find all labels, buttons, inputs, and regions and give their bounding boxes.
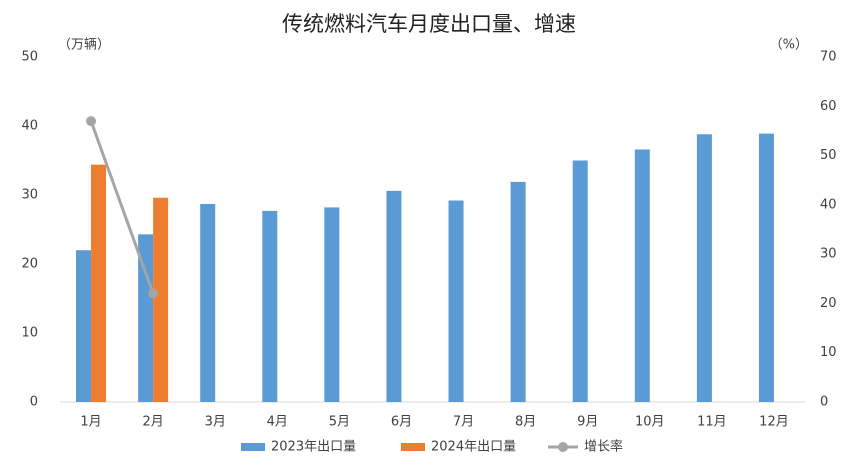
bar (200, 203, 216, 402)
y-axis-label: （万辆） (58, 38, 110, 53)
legend-swatch (558, 442, 568, 452)
chart-title: 传统燃料汽车月度出口量、增速 (282, 12, 576, 36)
y2-tick-label: 70 (820, 50, 837, 65)
legend-label: 增长率 (584, 439, 623, 455)
bar (572, 160, 588, 402)
y2-axis-label: （%） (770, 38, 808, 53)
bar (153, 197, 169, 402)
x-tick-label: 10月 (635, 415, 665, 430)
x-tick-label: 8月 (515, 415, 536, 430)
bar (758, 133, 774, 402)
x-tick-label: 11月 (697, 415, 727, 430)
line-point (148, 288, 159, 299)
x-tick-label: 7月 (453, 415, 474, 430)
bar (634, 149, 650, 402)
x-tick-label: 4月 (267, 415, 288, 430)
bar (76, 250, 92, 402)
y2-tick-label: 10 (820, 345, 837, 360)
y2-tick-label: 50 (820, 148, 837, 163)
x-tick-label: 12月 (759, 415, 789, 430)
bar (324, 207, 340, 402)
line-point (86, 116, 97, 127)
bar (696, 134, 712, 402)
bar (262, 210, 278, 402)
bar (91, 164, 107, 402)
bar (386, 190, 402, 402)
y2-tick-label: 30 (820, 247, 837, 262)
x-tick-label: 3月 (205, 415, 226, 430)
bar (138, 234, 154, 402)
y-tick-label: 40 (21, 119, 38, 134)
legend-label: 2023年出口量 (271, 440, 356, 455)
bar (510, 181, 526, 402)
y2-tick-label: 20 (820, 296, 837, 311)
line (89, 120, 155, 295)
y-tick-label: 50 (21, 50, 38, 65)
legend-swatch (401, 443, 425, 451)
y2-tick-label: 40 (820, 197, 837, 212)
x-tick-label: 6月 (391, 415, 412, 430)
y2-tick-label: 60 (820, 99, 837, 114)
bar (448, 200, 464, 402)
x-tick-label: 1月 (80, 415, 101, 430)
y-tick-label: 0 (30, 395, 38, 410)
legend-label: 2024年出口量 (431, 440, 516, 455)
y-tick-label: 30 (21, 188, 38, 203)
legend-swatch (241, 443, 265, 451)
y-tick-label: 20 (21, 257, 38, 272)
y-tick-label: 10 (21, 326, 38, 341)
x-tick-label: 2月 (142, 415, 163, 430)
y2-tick-label: 0 (820, 395, 828, 410)
x-tick-label: 9月 (577, 415, 598, 430)
x-tick-label: 5月 (329, 415, 350, 430)
